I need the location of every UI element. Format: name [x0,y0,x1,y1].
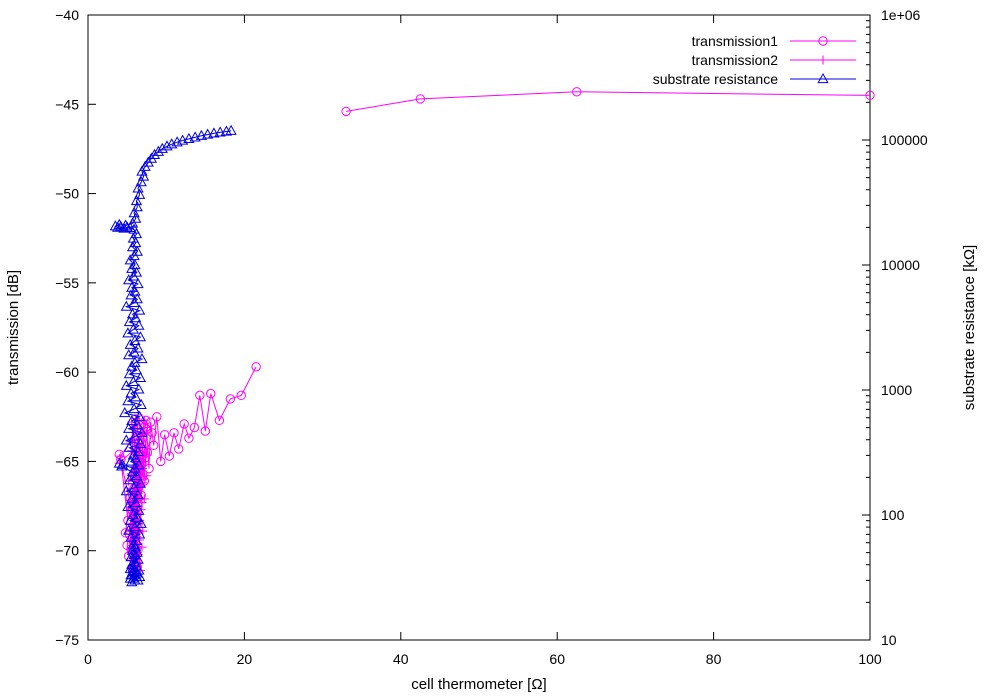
y-right-tick-label: 100 [881,507,905,523]
y-left-tick-label: −65 [55,453,79,469]
y-right-tick-label: 1000 [881,382,912,398]
x-tick-label: 100 [858,651,882,667]
x-tick-label: 20 [237,651,253,667]
x-tick-label: 40 [393,651,409,667]
y-right-tick-label: 100000 [881,132,928,148]
y-left-tick-label: −70 [55,543,79,559]
axes [87,14,871,641]
plot-border [87,14,871,641]
y-left-tick-label: −60 [55,364,79,380]
y-left-tick-label: −55 [55,275,79,291]
legend-label: transmission1 [692,33,779,49]
legend-label: substrate resistance [653,71,778,87]
y-left-tick-label: −50 [55,186,79,202]
y-left-tick-label: −45 [55,96,79,112]
ticks [87,14,871,641]
y-left-axis-title: transmission [dB] [5,270,22,385]
y-left-tick-label: −40 [55,7,79,23]
y-right-axis-title: substrate resistance [kΩ] [961,245,978,410]
legend: transmission1 transmission2 substrate resi… [653,33,856,87]
y-right-tick-label: 1e+06 [881,7,921,23]
y-left-tick-label: −75 [55,632,79,648]
x-tick-label: 60 [549,651,565,667]
x-tick-label: 0 [84,651,92,667]
legend-label: transmission2 [692,52,779,68]
y-right-tick-label: 10000 [881,257,920,273]
x-tick-label: 80 [706,651,722,667]
series-substrate-resistance [109,124,237,587]
axis-titles: cell thermometer [Ω] transmission [dB] sub… [5,245,978,693]
y-right-tick-label: 10 [881,632,897,648]
tick-labels: 0 20 40 60 80 100 −75 −70 −65 −60 −55 −50 −45 −40 10 10… [55,7,928,667]
x-axis-title: cell thermometer [Ω] [411,676,546,693]
